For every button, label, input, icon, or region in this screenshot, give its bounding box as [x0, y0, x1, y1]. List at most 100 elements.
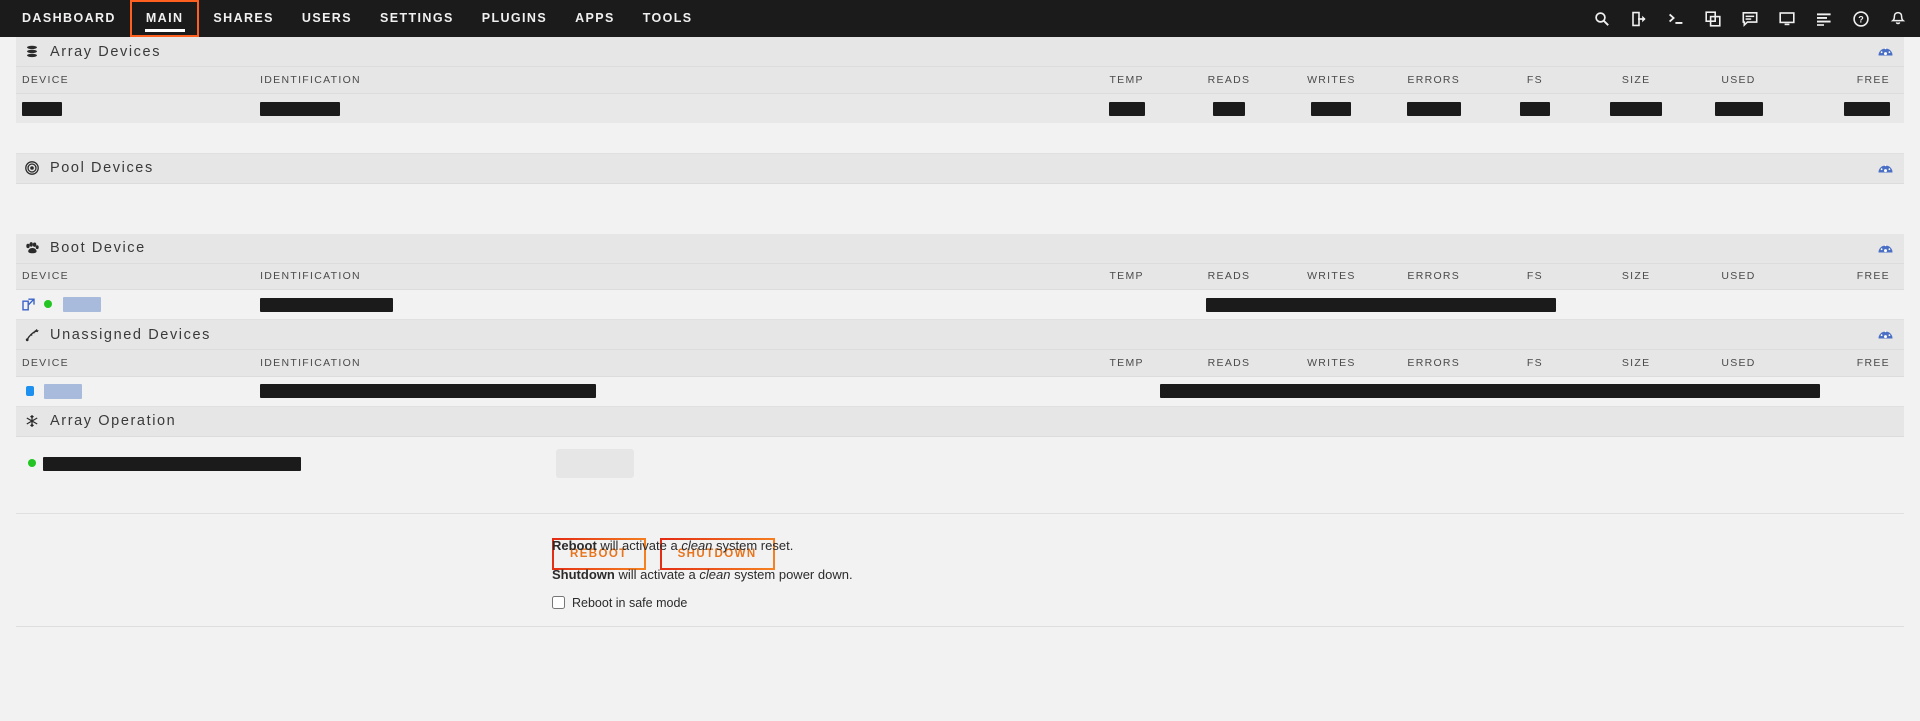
- array-status-row: [16, 448, 1904, 495]
- array-action-button[interactable]: [556, 448, 634, 478]
- col-header-reads[interactable]: READS: [1177, 350, 1281, 377]
- table-row[interactable]: [16, 93, 1904, 123]
- search-icon[interactable]: [1593, 10, 1610, 27]
- col-header-device[interactable]: DEVICE: [16, 263, 255, 290]
- reboot-note-bold: Reboot: [552, 537, 597, 553]
- col-header-size[interactable]: SIZE: [1584, 67, 1688, 94]
- col-header-device[interactable]: DEVICE: [16, 67, 255, 94]
- reboot-button[interactable]: REBOOT: [552, 537, 646, 570]
- redacted-fs: [1519, 101, 1550, 116]
- reboot-note-a: will activate a: [596, 537, 682, 553]
- array-status-dot: [28, 459, 36, 467]
- col-header-size[interactable]: SIZE: [1584, 263, 1688, 290]
- gauge-icon-unassigned-devices[interactable]: [1876, 326, 1894, 344]
- col-header-free[interactable]: FREE: [1789, 67, 1904, 94]
- cell-device: [16, 376, 255, 407]
- safe-mode-row[interactable]: Reboot in safe mode: [552, 596, 853, 610]
- cell-used-free: [1687, 289, 1904, 320]
- table-header-row: DEVICE IDENTIFICATION TEMP READS WRITES …: [16, 263, 1904, 290]
- cell-empty: [16, 123, 1904, 154]
- panel-pool-devices: Pool Devices: [16, 153, 1904, 234]
- nav-item-apps[interactable]: APPS: [575, 11, 615, 25]
- col-header-writes[interactable]: WRITES: [1280, 350, 1383, 377]
- nav-item-settings[interactable]: SETTINGS: [379, 11, 454, 25]
- col-header-used[interactable]: USED: [1687, 67, 1790, 94]
- nav-item-plugins[interactable]: PLUGINS: [481, 11, 548, 25]
- nav-icon-group: ?: [1593, 0, 1906, 37]
- nav-item-main[interactable]: MAIN: [129, 0, 200, 37]
- sparkle-burst-icon: [24, 327, 40, 343]
- col-header-identification[interactable]: IDENTIFICATION: [254, 350, 1076, 377]
- col-header-reads[interactable]: READS: [1177, 263, 1281, 290]
- safe-mode-checkbox[interactable]: [552, 596, 565, 609]
- table-row[interactable]: [16, 376, 1904, 407]
- col-header-fs[interactable]: FS: [1484, 263, 1585, 290]
- gauge-icon-pool-devices[interactable]: [1876, 159, 1894, 177]
- col-header-free[interactable]: FREE: [1789, 350, 1904, 377]
- col-header-errors[interactable]: ERRORS: [1382, 67, 1485, 94]
- chat-icon[interactable]: [1741, 10, 1758, 27]
- col-header-used[interactable]: USED: [1687, 350, 1790, 377]
- cell-identification: [254, 376, 1076, 407]
- svg-text:?: ?: [1858, 14, 1864, 24]
- bell-icon[interactable]: [1889, 10, 1906, 27]
- array-operation-divider: [16, 512, 1904, 514]
- col-header-identification[interactable]: IDENTIFICATION: [254, 263, 1076, 290]
- redacted-size: [1610, 101, 1663, 116]
- col-header-fs[interactable]: FS: [1484, 350, 1585, 377]
- cell-device: [16, 93, 255, 123]
- col-header-writes[interactable]: WRITES: [1280, 67, 1383, 94]
- cell-metrics-redacted: [1075, 289, 1688, 320]
- display-icon[interactable]: [1778, 10, 1795, 27]
- shutdown-note: Shutdown will activate a clean system po…: [552, 567, 853, 582]
- nav-item-dashboard[interactable]: DASHBOARD: [22, 11, 116, 25]
- help-icon[interactable]: ?: [1852, 10, 1869, 27]
- section-title-array-operation: Array Operation: [50, 413, 177, 429]
- power-buttons: REBOOT SHUTDOWN: [16, 537, 775, 570]
- external-link-icon[interactable]: [22, 298, 35, 311]
- shutdown-button[interactable]: SHUTDOWN: [659, 537, 775, 570]
- col-header-errors[interactable]: ERRORS: [1382, 263, 1485, 290]
- cell-identification: [254, 289, 1076, 320]
- col-header-size[interactable]: SIZE: [1584, 350, 1688, 377]
- paw-print-icon: [24, 240, 40, 256]
- gauge-icon-boot-device[interactable]: [1876, 239, 1894, 257]
- col-header-temp[interactable]: TEMP: [1075, 263, 1178, 290]
- cell-device: [16, 289, 255, 320]
- cell-size: [1584, 93, 1688, 123]
- gauge-icon-array-devices[interactable]: [1876, 43, 1894, 61]
- cell-errors: [1382, 93, 1485, 123]
- cell-free: [1789, 93, 1904, 123]
- terminal-icon[interactable]: [1667, 10, 1684, 27]
- redacted-temp: [1108, 101, 1145, 116]
- shutdown-note-b: system power down.: [730, 566, 853, 582]
- col-header-errors[interactable]: ERRORS: [1382, 350, 1485, 377]
- redacted-device-name: [22, 101, 62, 116]
- page-body: Array Devices DEVICE IDENTIFICATION TEMP…: [0, 37, 1920, 627]
- cell-identification: [254, 93, 1076, 123]
- nav-item-shares[interactable]: SHARES: [213, 11, 274, 25]
- col-header-fs[interactable]: FS: [1484, 67, 1585, 94]
- col-header-temp[interactable]: TEMP: [1075, 350, 1178, 377]
- table-row[interactable]: [16, 289, 1904, 320]
- col-header-temp[interactable]: TEMP: [1075, 67, 1178, 94]
- col-header-device[interactable]: DEVICE: [16, 350, 255, 377]
- array-status: [16, 449, 556, 479]
- cell-temp: [1075, 93, 1178, 123]
- windows-copy-icon[interactable]: [1704, 10, 1721, 27]
- power-actions-row: REBOOT SHUTDOWN Reboot will activate a c…: [16, 514, 1904, 610]
- nav-item-tools[interactable]: TOOLS: [642, 11, 693, 25]
- col-header-used[interactable]: USED: [1687, 263, 1790, 290]
- col-header-free[interactable]: FREE: [1789, 263, 1904, 290]
- nav-item-users[interactable]: USERS: [301, 11, 352, 25]
- col-header-reads[interactable]: READS: [1177, 67, 1281, 94]
- section-header-boot-device: Boot Device: [16, 233, 1904, 264]
- log-icon[interactable]: [1815, 10, 1832, 27]
- section-header-array-devices: Array Devices: [16, 37, 1904, 67]
- table-row-empty: [16, 123, 1904, 154]
- col-header-identification[interactable]: IDENTIFICATION: [254, 67, 1076, 94]
- section-title-unassigned-devices: Unassigned Devices: [50, 326, 211, 343]
- redacted-identification: [260, 297, 394, 312]
- col-header-writes[interactable]: WRITES: [1280, 263, 1383, 290]
- logout-icon[interactable]: [1630, 10, 1647, 27]
